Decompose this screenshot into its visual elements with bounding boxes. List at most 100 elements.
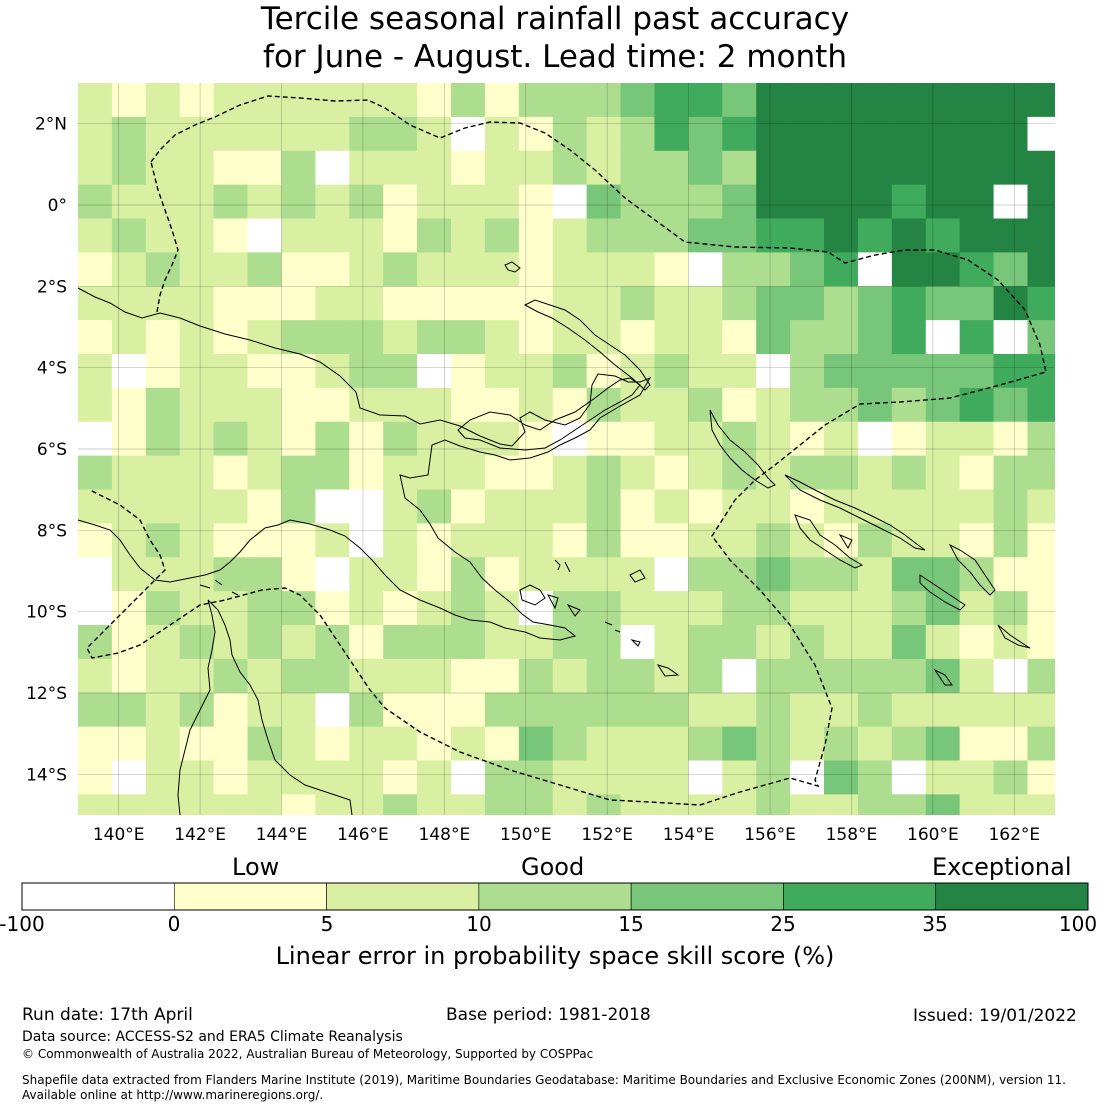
grid-cell (722, 760, 757, 795)
grid-cell (586, 218, 622, 253)
grid-cell (552, 658, 588, 694)
grid-cell (315, 184, 350, 220)
grid-cell (756, 794, 791, 815)
grid-cell (552, 489, 588, 524)
grid-cell (756, 252, 791, 287)
latitude-label: 12°S (26, 684, 67, 704)
longitude-labels: 140°E 142°E 144°E 146°E 148°E 150°E 152°E 154°E… (93, 825, 1040, 845)
grid-cell (1027, 218, 1055, 253)
grid-cell (383, 523, 418, 558)
grid-cell (518, 320, 554, 355)
grid-cell (78, 557, 113, 592)
grid-cell (925, 387, 961, 423)
grid-cell (315, 625, 350, 660)
grid-cell (1027, 150, 1055, 186)
grid-cell (688, 286, 723, 321)
grid-cell (824, 387, 859, 423)
grid-cell (518, 726, 554, 762)
grid-cell (484, 184, 520, 220)
grid-cell (756, 421, 791, 457)
grid-cell (824, 116, 859, 152)
grid-cell (247, 116, 283, 152)
grid-cell (993, 760, 1029, 795)
grid-cell (383, 387, 418, 423)
grid-cell (925, 523, 961, 558)
grid-cell (349, 116, 384, 152)
grid-cell (756, 286, 791, 321)
grid-cell (654, 625, 689, 660)
grid-cell (417, 421, 452, 457)
longitude-label: 152°E (581, 825, 633, 845)
grid-cell (756, 150, 791, 186)
colorbar-segment (21, 882, 175, 911)
grid-cell (654, 83, 689, 118)
grid-cell (417, 83, 452, 118)
grid-cell (790, 354, 825, 389)
grid-cell (688, 658, 723, 694)
grid-cell (552, 760, 588, 795)
grid-cell (857, 354, 893, 389)
grid-cell (857, 83, 893, 118)
grid-cell (247, 489, 283, 524)
grid-cell (383, 421, 418, 457)
grid-cell (824, 591, 859, 626)
grid-cell (925, 726, 961, 762)
grid-cell (925, 760, 961, 795)
grid-cell (722, 83, 757, 118)
grid-cell (247, 286, 283, 321)
grid-cell (213, 658, 249, 694)
grid-cell (620, 794, 656, 815)
grid-cell (383, 184, 418, 220)
grid-cell (484, 658, 520, 694)
grid-cell (484, 252, 520, 287)
latitude-label: 2°N (35, 115, 67, 135)
grid-cell (891, 760, 927, 795)
grid-cell (451, 354, 486, 389)
grid-cell (451, 455, 486, 491)
grid-cell (857, 658, 893, 694)
grid-cell (959, 116, 995, 152)
grid-cell (349, 320, 384, 355)
grid-cell (722, 354, 757, 389)
grid-cell (925, 286, 961, 321)
latitude-label: 10°S (26, 603, 67, 623)
grid-cell (959, 591, 995, 626)
grid-cell (654, 286, 689, 321)
grid-cell (1027, 557, 1055, 592)
grid-cell (417, 794, 452, 815)
grid-cell (484, 150, 520, 186)
longitude-label: 150°E (500, 825, 552, 845)
grid-cell (78, 184, 113, 220)
grid-cell (145, 794, 181, 815)
grid-cell (756, 455, 791, 491)
grid-cell (620, 421, 656, 457)
latitude-label: 2°S (37, 277, 67, 297)
grid-cell (790, 726, 825, 762)
grid-cell (790, 150, 825, 186)
grid-cell (247, 354, 283, 389)
grid-cell (857, 184, 893, 220)
torres-strait-islands (199, 579, 239, 596)
grid-cell (552, 387, 588, 423)
grid-cell (790, 252, 825, 287)
grid-cell (925, 83, 961, 118)
grid-cell (281, 794, 316, 815)
grid-cell (654, 116, 689, 152)
grid-cell (213, 116, 249, 152)
grid-cell (213, 794, 249, 815)
grid-cell (247, 726, 283, 762)
grid-cell (484, 354, 520, 389)
grid-cell (145, 455, 181, 491)
grid-cell (1027, 421, 1055, 457)
grid-cell (78, 252, 113, 287)
grid-cell (925, 625, 961, 660)
grid-cell (213, 455, 249, 491)
grid-cell (179, 591, 215, 626)
grid-cell (857, 150, 893, 186)
grid-cell (654, 760, 689, 795)
grid-cell (349, 184, 384, 220)
grid-cell (688, 421, 723, 457)
grid-cell (417, 760, 452, 795)
grid-cell (925, 692, 961, 728)
grid-cell (993, 625, 1029, 660)
